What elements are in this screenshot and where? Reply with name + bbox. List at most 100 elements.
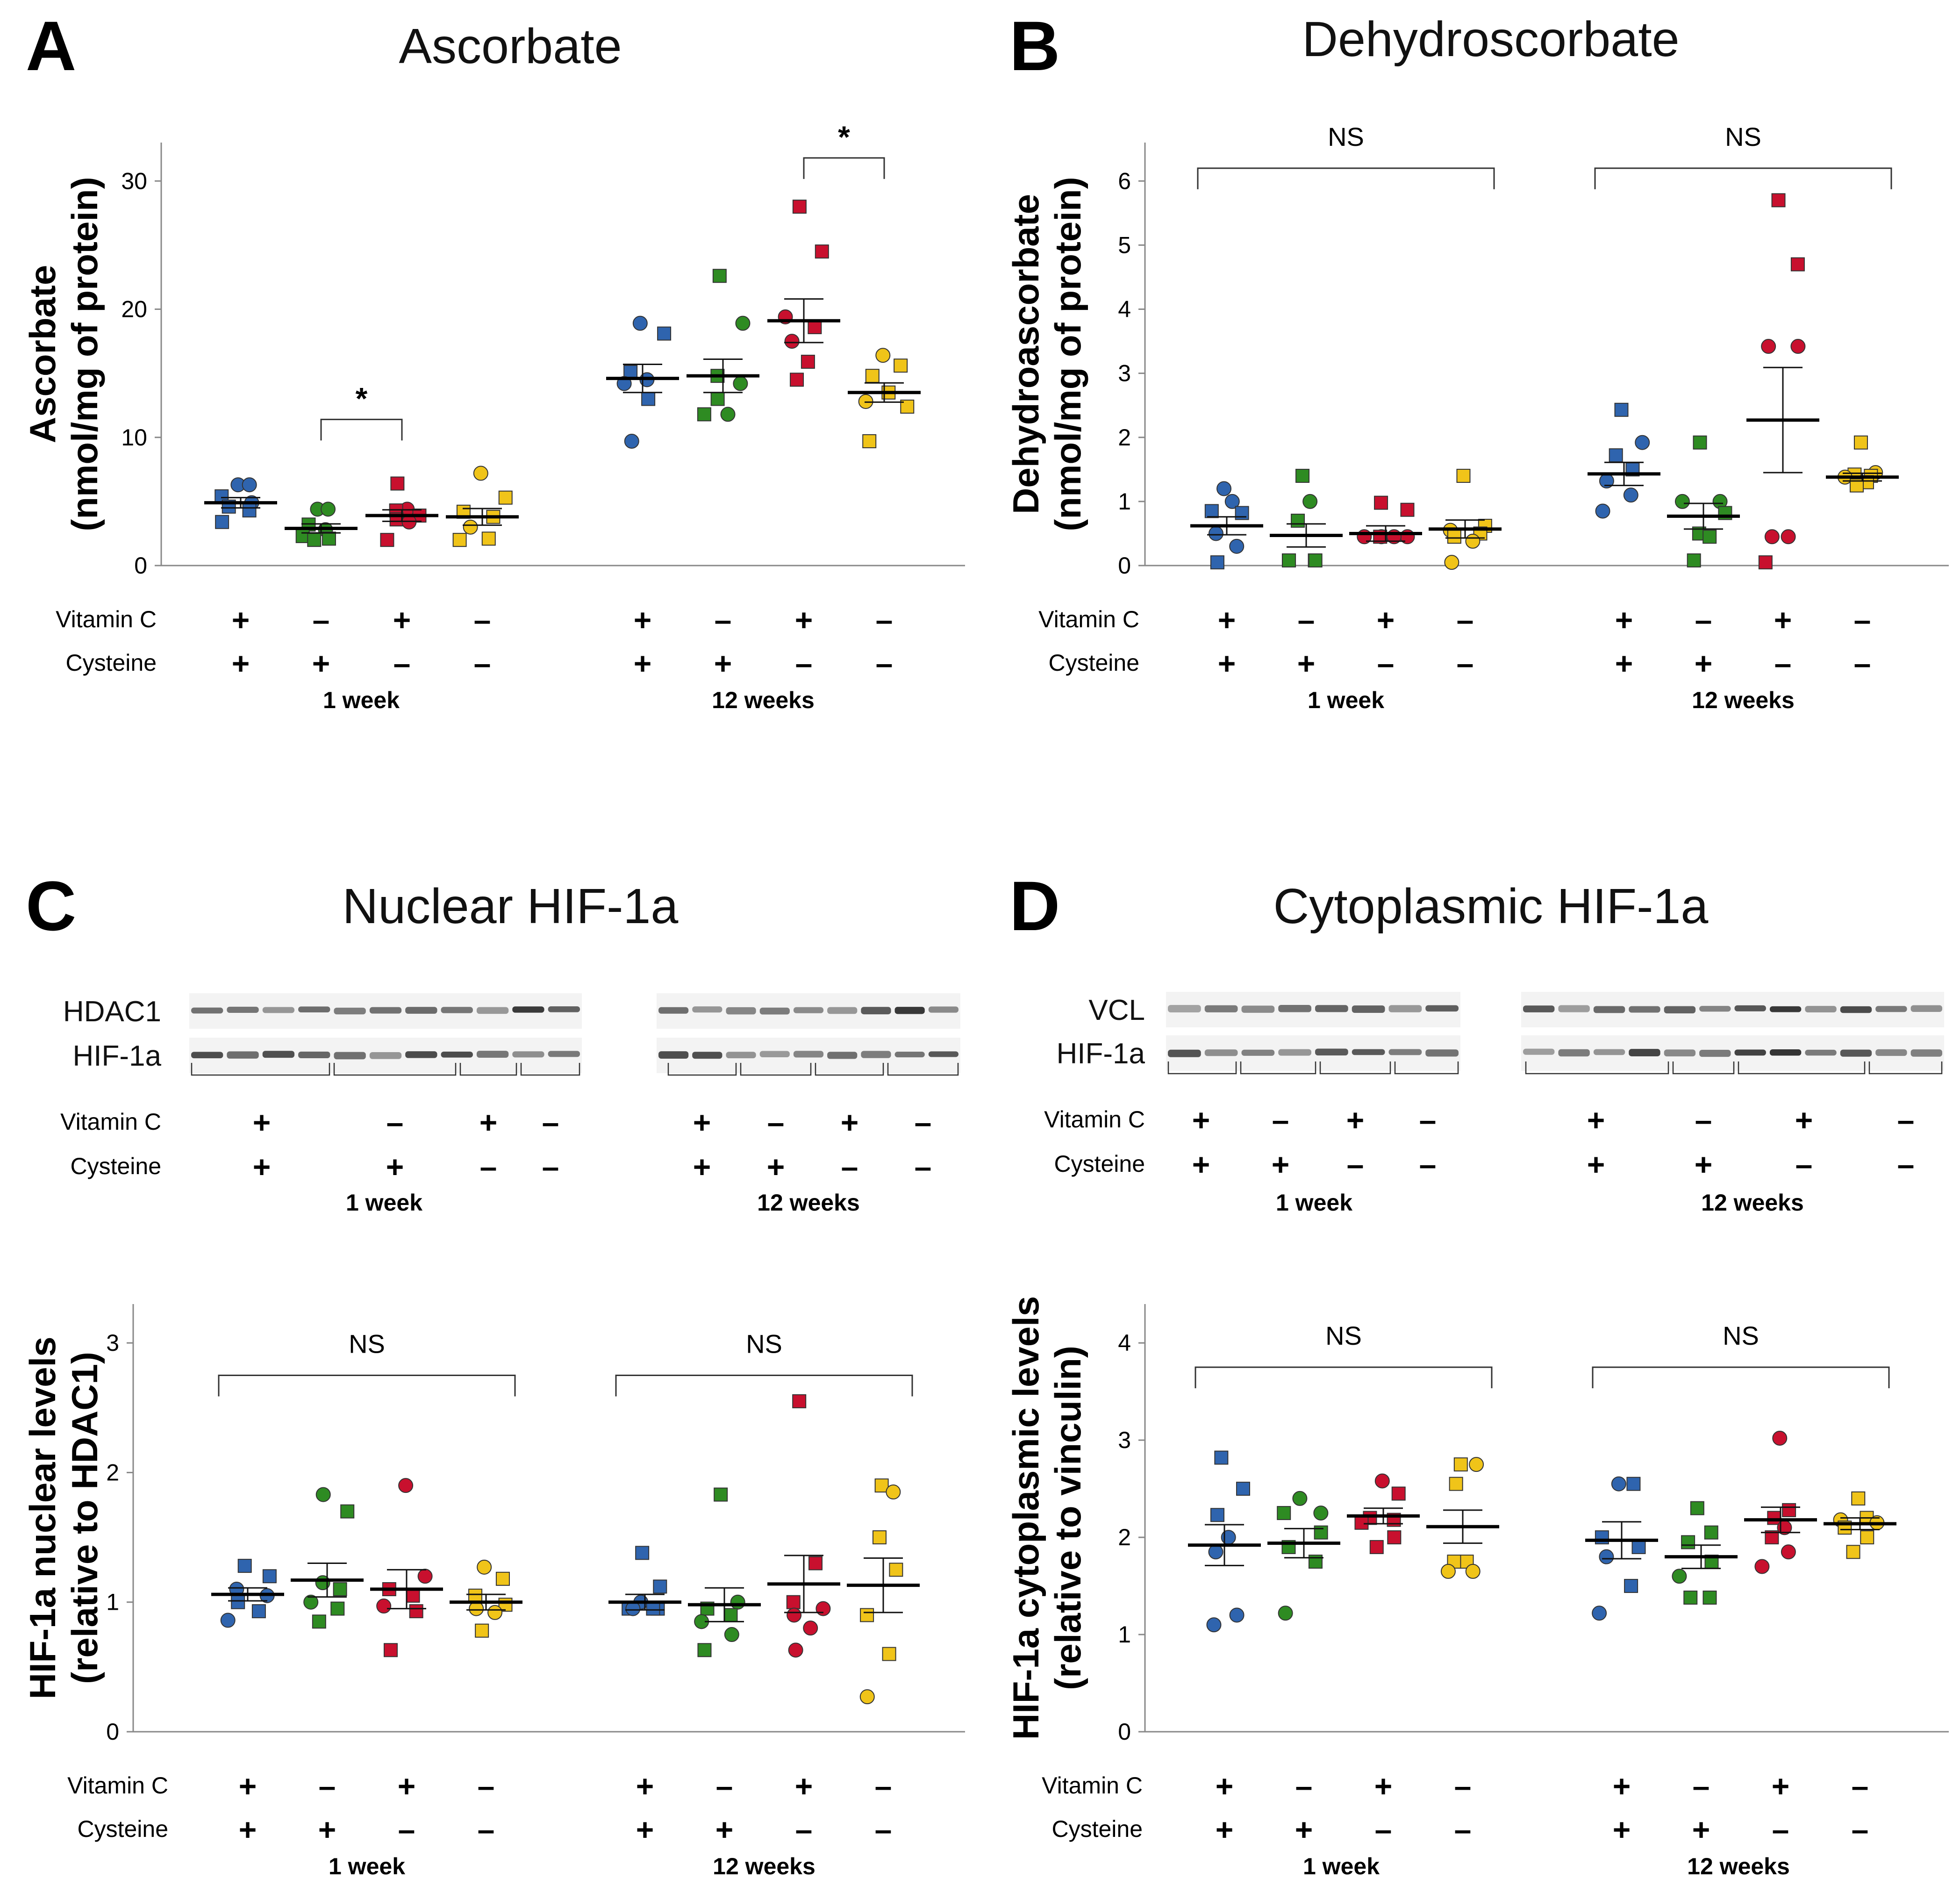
blot-treatment-symbol: – [841, 1149, 858, 1184]
data-point [1278, 1606, 1293, 1621]
data-point [1595, 503, 1610, 519]
y-tick-label: 3 [1118, 1427, 1131, 1453]
data-point [787, 1607, 802, 1623]
y-tick-label: 4 [1118, 1330, 1131, 1356]
data-point [865, 369, 880, 383]
data-point [808, 320, 822, 334]
data-point [468, 1588, 483, 1603]
treatment-symbol: – [1457, 602, 1474, 637]
data-point [1224, 494, 1240, 509]
data-point [1214, 1450, 1229, 1465]
blot-band [1204, 1049, 1238, 1056]
blot-band [759, 1051, 790, 1058]
y-tick-label: 0 [134, 552, 147, 579]
blot-band [861, 1007, 891, 1015]
data-point [723, 1608, 738, 1622]
blot-label-loading: HDAC1 [63, 996, 161, 1028]
data-point [1782, 1503, 1796, 1517]
data-point [1690, 1501, 1704, 1515]
series-group [291, 1487, 364, 1629]
treatment-symbol: – [1375, 1812, 1392, 1847]
data-point [1781, 1544, 1796, 1560]
blot-band [658, 1051, 689, 1059]
blot-treatment-symbol: – [1695, 1103, 1712, 1137]
blot-treatment-symbol: + [841, 1105, 859, 1140]
group-label: 12 weeks [713, 1853, 815, 1879]
data-point [1369, 1540, 1384, 1554]
blot-band [369, 1007, 402, 1014]
data-point [477, 1559, 492, 1575]
treatment-symbol: – [1854, 602, 1871, 637]
data-point [495, 1571, 510, 1586]
data-point [1465, 1563, 1481, 1579]
treatment-symbol: – [795, 646, 813, 681]
blot-band [1664, 1006, 1696, 1014]
blot-strip [1521, 1035, 1944, 1071]
blot-band [512, 1006, 544, 1013]
significance-star: * [356, 381, 368, 416]
data-point [1449, 1477, 1463, 1491]
series-group [1826, 435, 1899, 493]
treatment-symbol: + [634, 646, 652, 681]
data-point [697, 407, 711, 422]
blot-band [1168, 1049, 1201, 1057]
data-point [1631, 1540, 1646, 1554]
significance-label: NS [1725, 122, 1761, 151]
data-point [1456, 469, 1471, 483]
data-point [1764, 529, 1780, 545]
blot-treatment-symbol: – [542, 1149, 559, 1184]
data-point [242, 477, 257, 493]
blot-treatment-symbol: + [253, 1149, 271, 1184]
blot-band [861, 1051, 891, 1058]
data-point [788, 1642, 803, 1658]
treatment-symbol: – [1852, 1769, 1869, 1803]
significance-label: NS [349, 1329, 385, 1359]
blot-band [1840, 1049, 1872, 1057]
series-group [370, 1478, 443, 1657]
treatment-symbol: – [1772, 1812, 1789, 1847]
data-point [1354, 1515, 1369, 1530]
blot-band [1629, 1006, 1660, 1013]
data-point [1208, 526, 1223, 541]
data-point [1595, 1530, 1609, 1545]
blot-band [227, 1051, 259, 1059]
treatment-symbol: – [1695, 602, 1712, 637]
y-axis-title: Dehydroascorbate [1005, 194, 1046, 514]
data-point [1683, 1591, 1698, 1605]
data-point [1860, 1530, 1874, 1545]
data-point [1790, 257, 1805, 272]
row-label-vitamin-c: Vitamin C [67, 1772, 168, 1799]
lane-bracket [1672, 1061, 1735, 1075]
data-point [1229, 1607, 1245, 1623]
blot-treatment-symbol: + [479, 1105, 498, 1140]
blot-band [405, 1051, 437, 1058]
series-group [365, 476, 438, 547]
lane-bracket [1868, 1061, 1943, 1075]
data-point [894, 358, 908, 373]
lane-bracket [520, 1063, 580, 1076]
data-point [710, 392, 725, 406]
treatment-symbol: – [313, 602, 330, 637]
blot-band [1629, 1049, 1660, 1056]
series-group [1824, 1491, 1896, 1559]
significance-bracket [1594, 167, 1892, 189]
blot-band [441, 1007, 473, 1013]
panel-title: Nuclear HIF-1a [343, 879, 679, 934]
blot-band [793, 1051, 824, 1058]
blot-band [1278, 1049, 1311, 1056]
data-point [657, 326, 672, 341]
blot-band [793, 1007, 824, 1013]
panel-letter: B [1009, 7, 1060, 85]
blot-strip [1521, 992, 1944, 1027]
treatment-symbol: + [634, 602, 652, 637]
treatment-symbol: + [715, 1812, 734, 1847]
data-point [398, 1478, 414, 1493]
blot-band [1278, 1005, 1311, 1012]
blot-band [1425, 1005, 1459, 1012]
data-point [859, 1689, 875, 1705]
treatment-symbol: – [474, 646, 491, 681]
data-point [784, 334, 800, 349]
data-point [1465, 533, 1481, 549]
y-tick-label: 3 [106, 1330, 119, 1356]
